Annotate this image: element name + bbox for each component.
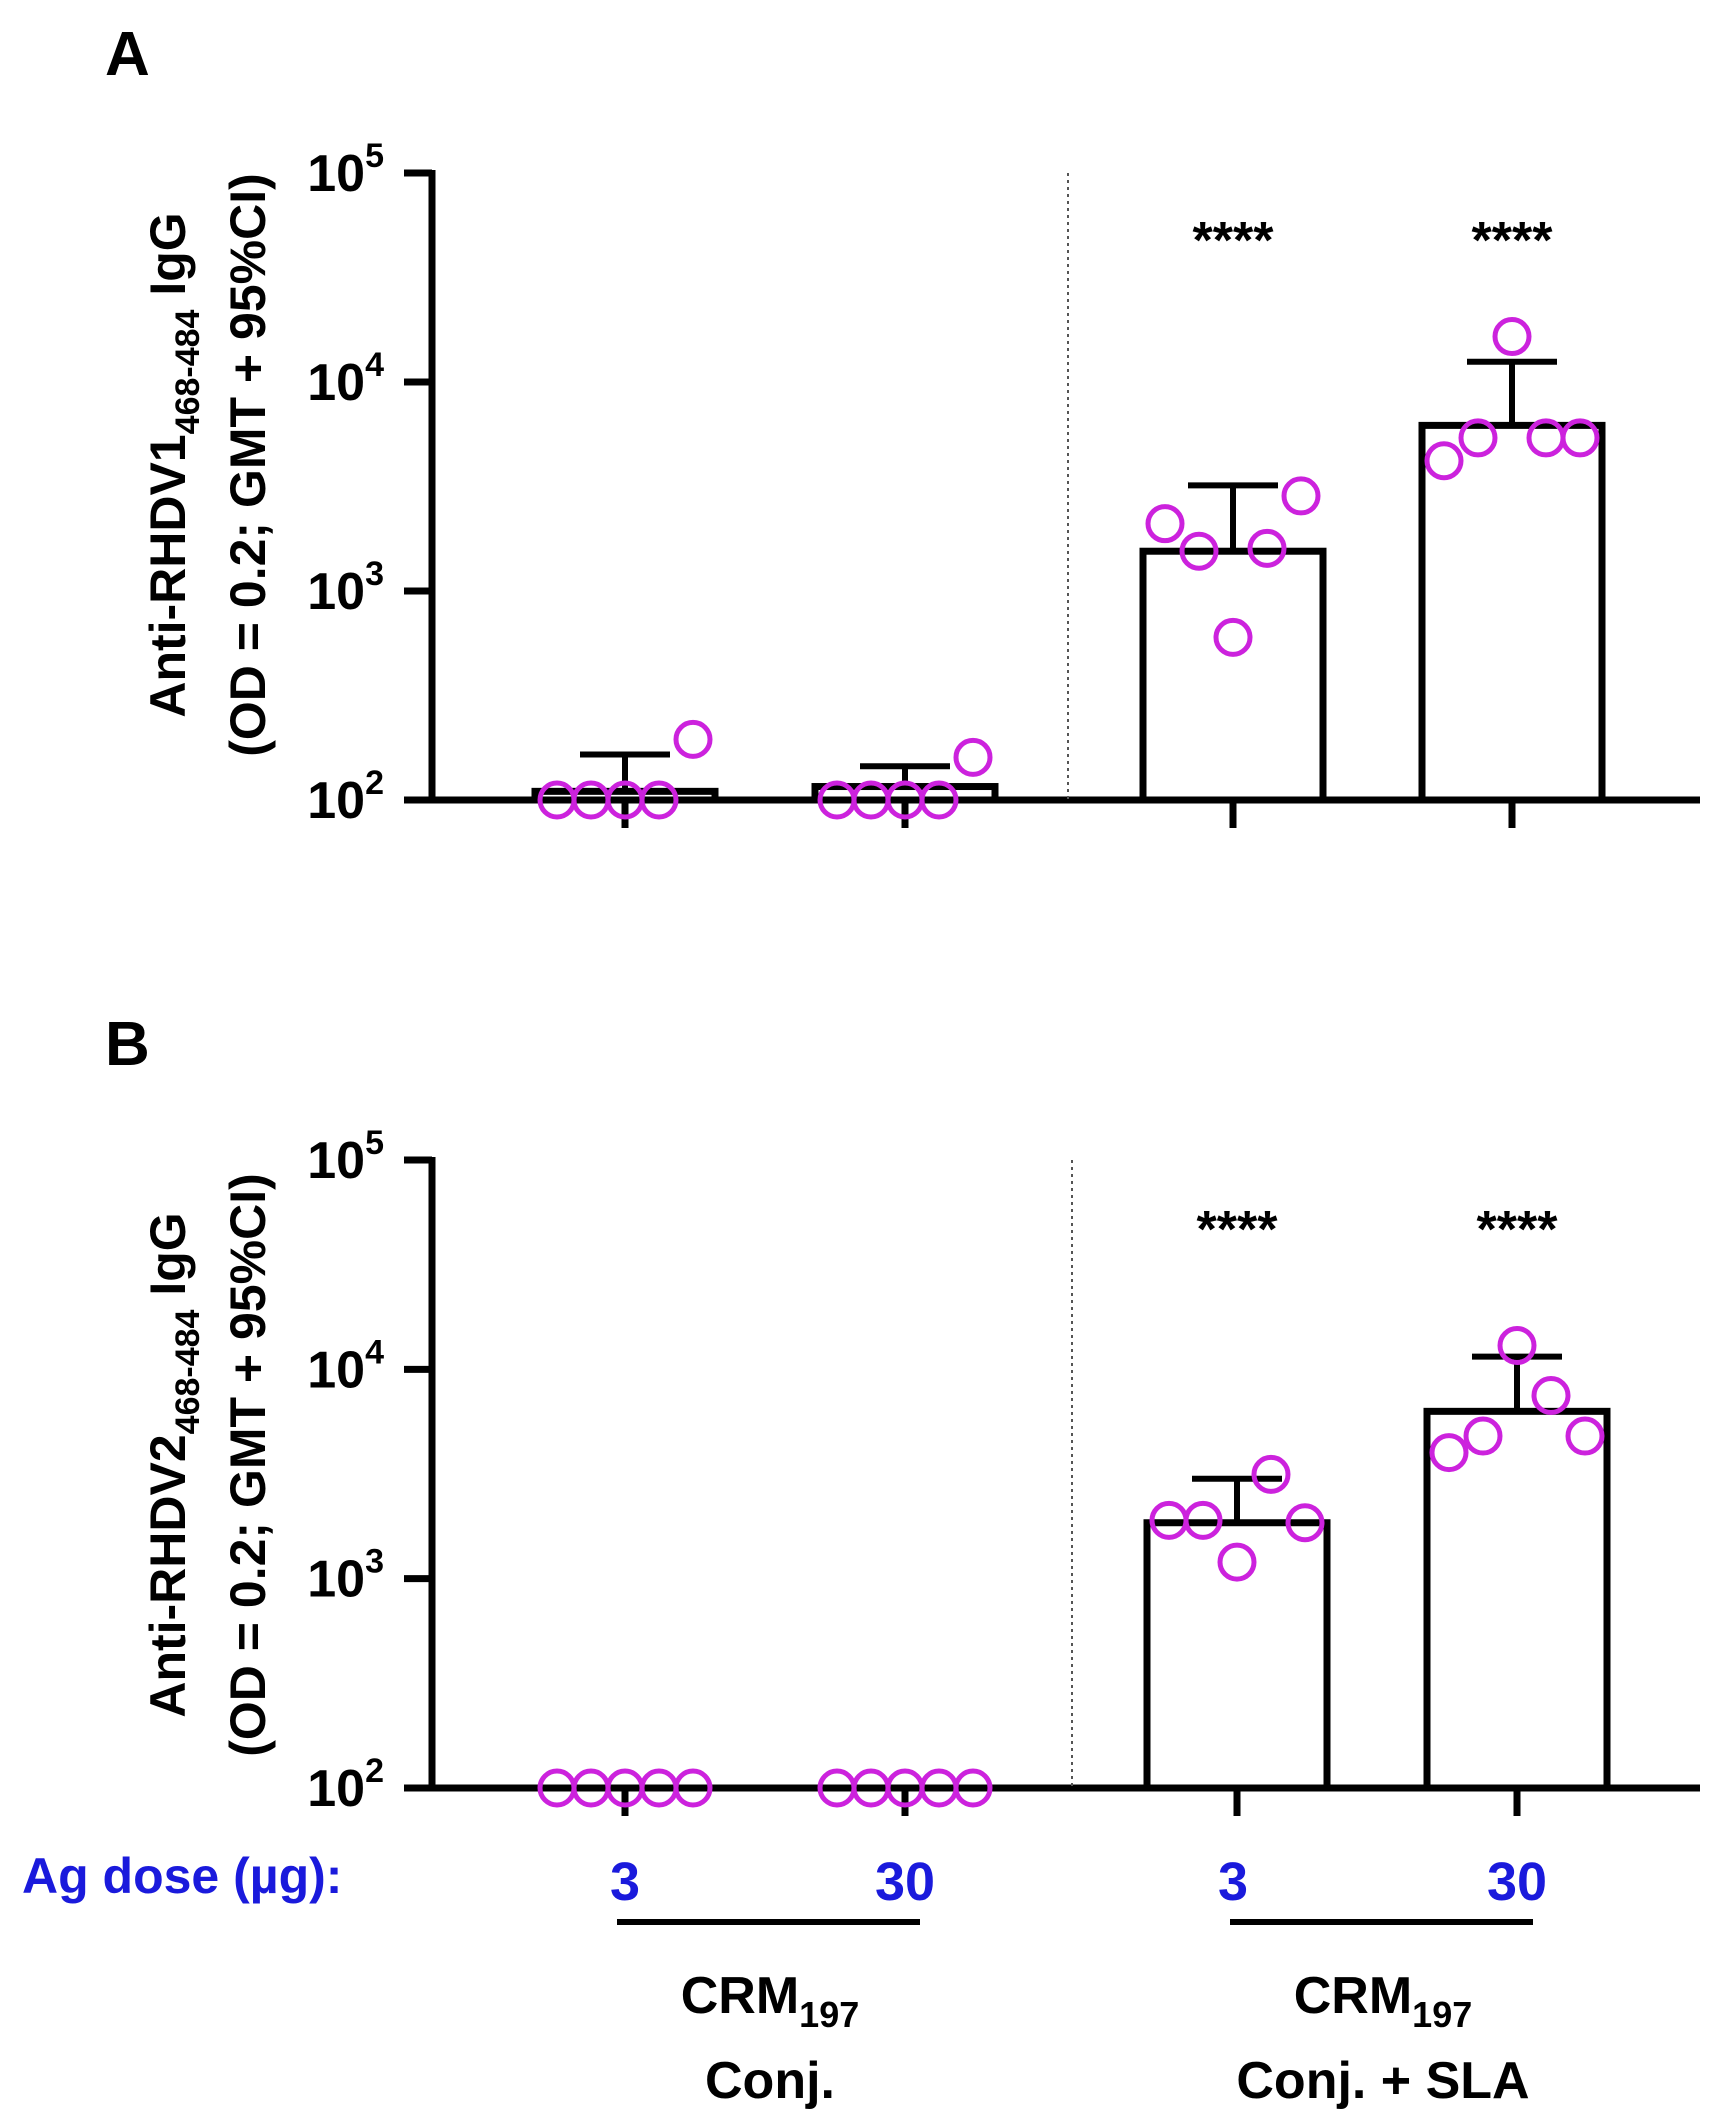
y-ticks: 102 103 104 105 bbox=[307, 137, 432, 830]
data-point bbox=[1560, 418, 1600, 458]
data-point bbox=[1285, 1503, 1325, 1543]
data-point bbox=[1424, 441, 1464, 481]
y-tick-label: 103 bbox=[307, 1543, 384, 1609]
significance-label: **** bbox=[1193, 212, 1275, 270]
data-point bbox=[1183, 1500, 1223, 1540]
y-tick-label: 103 bbox=[307, 555, 384, 621]
data-point bbox=[1463, 1416, 1503, 1456]
chart-marks: **** **** bbox=[428, 170, 1700, 828]
data-point bbox=[639, 780, 679, 820]
data-point bbox=[1565, 1416, 1605, 1456]
group-label: CRM197 bbox=[1294, 1967, 1473, 2035]
y-tick-label: 104 bbox=[307, 346, 384, 412]
dose-value: 30 bbox=[1487, 1852, 1547, 1912]
significance-label: **** bbox=[1477, 1201, 1559, 1259]
data-point bbox=[1429, 1433, 1469, 1473]
data-point bbox=[1145, 504, 1185, 544]
y-axis-label: Anti-RHDV2468-484 IgG bbox=[140, 1212, 207, 1717]
dose-value: 3 bbox=[610, 1852, 640, 1912]
data-point bbox=[953, 737, 993, 777]
panel-a: A Anti-RHDV1468-484 IgG (OD = 0.2; GMT +… bbox=[105, 20, 1700, 830]
data-point bbox=[1247, 528, 1287, 568]
data-point bbox=[1497, 1325, 1537, 1365]
data-point bbox=[1179, 531, 1219, 571]
chart-marks: **** **** bbox=[428, 1157, 1700, 1816]
bar bbox=[811, 783, 999, 804]
data-point bbox=[1531, 1375, 1571, 1415]
data-point bbox=[1251, 1454, 1291, 1494]
dose-value: 30 bbox=[875, 1852, 935, 1912]
data-point bbox=[673, 1768, 713, 1808]
group-label: CRM197 bbox=[681, 1967, 860, 2035]
y-axis-label: Anti-RHDV1468-484 IgG bbox=[140, 212, 207, 717]
y-tick-label: 104 bbox=[307, 1333, 384, 1399]
significance-label: **** bbox=[1472, 212, 1554, 270]
group-label-line2: Conj. bbox=[705, 2052, 835, 2110]
y-tick-label: 102 bbox=[307, 764, 384, 830]
bar bbox=[1139, 547, 1327, 804]
y-axis-label-line2: (OD = 0.2; GMT + 95%CI) bbox=[220, 173, 276, 756]
significance-label: **** bbox=[1197, 1201, 1279, 1259]
y-axis-label-line2: (OD = 0.2; GMT + 95%CI) bbox=[220, 1173, 276, 1756]
y-tick-label: 105 bbox=[307, 137, 384, 203]
dose-label: Ag dose (µg): bbox=[22, 1848, 342, 1904]
panel-label: B bbox=[105, 1010, 150, 1079]
x-axis-annotations: Ag dose (µg): 3 30 3 30 CRM197 Conj. CRM… bbox=[22, 1848, 1547, 2110]
bar bbox=[531, 787, 719, 804]
data-point bbox=[1217, 1542, 1257, 1582]
data-point bbox=[1458, 418, 1498, 458]
data-point bbox=[953, 1768, 993, 1808]
panel-label: A bbox=[105, 20, 150, 89]
y-tick-label: 102 bbox=[307, 1752, 384, 1818]
bar bbox=[1418, 421, 1606, 804]
dose-value: 3 bbox=[1218, 1852, 1248, 1912]
y-tick-label: 105 bbox=[307, 1124, 384, 1190]
data-point bbox=[673, 719, 713, 759]
data-point bbox=[1281, 476, 1321, 516]
data-point bbox=[1492, 317, 1532, 357]
panel-b: B Anti-RHDV2468-484 IgG (OD = 0.2; GMT +… bbox=[105, 1010, 1700, 1818]
y-ticks: 102 103 104 105 bbox=[307, 1124, 432, 1818]
bar bbox=[1143, 1519, 1331, 1792]
group-label-line2: Conj. + SLA bbox=[1236, 2052, 1529, 2110]
data-point bbox=[919, 780, 959, 820]
data-point bbox=[1213, 617, 1253, 657]
